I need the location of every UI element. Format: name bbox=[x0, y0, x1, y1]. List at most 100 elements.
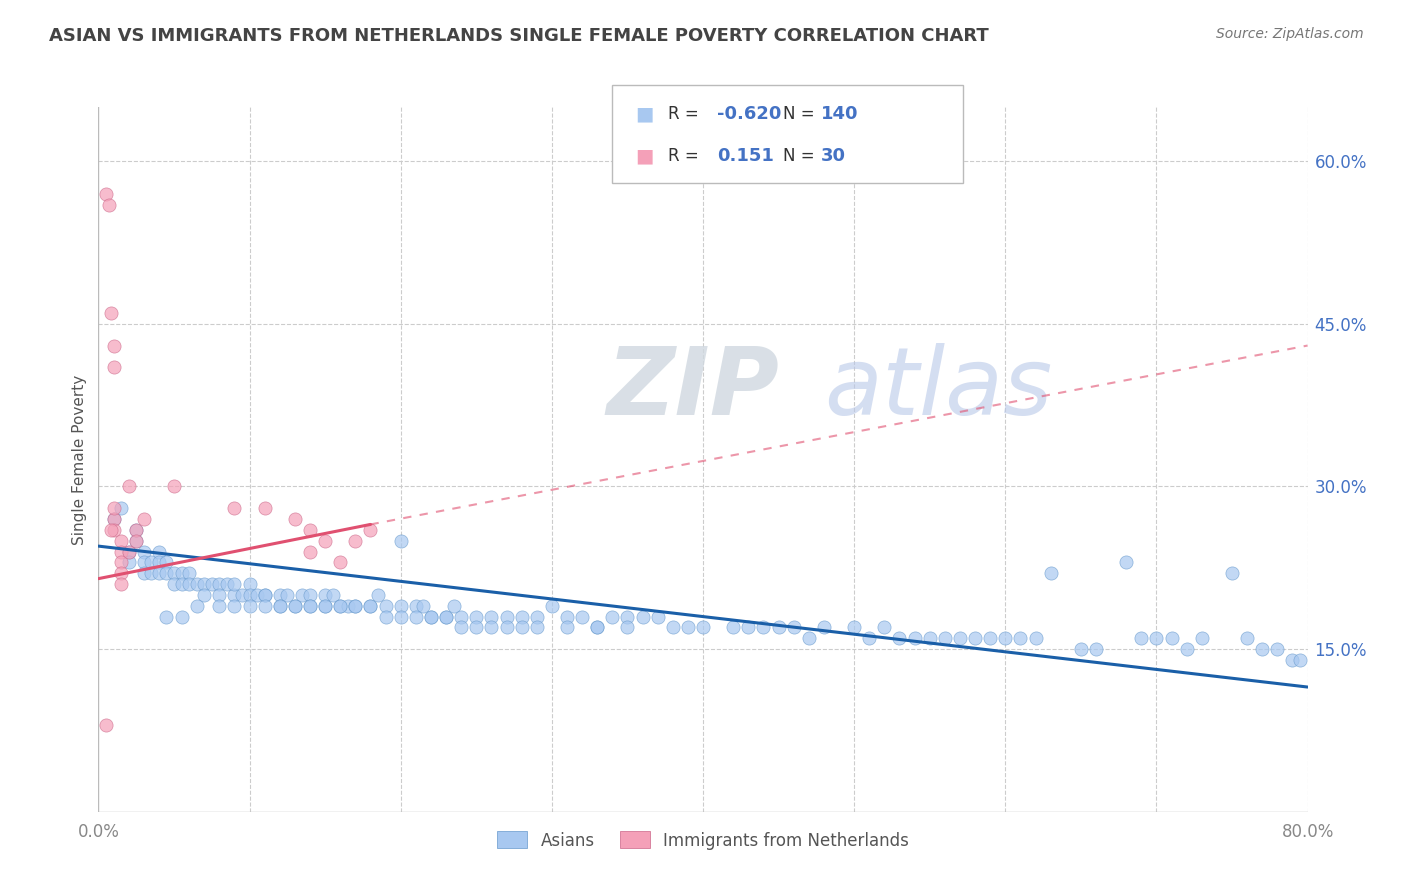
Point bbox=[797, 632, 820, 646]
Point bbox=[1251, 642, 1274, 657]
Point bbox=[314, 533, 336, 548]
Point bbox=[269, 588, 291, 602]
Point bbox=[1191, 632, 1213, 646]
Point bbox=[934, 632, 956, 646]
Point bbox=[141, 566, 163, 581]
Point bbox=[1175, 642, 1198, 657]
Point bbox=[239, 588, 262, 602]
Point bbox=[179, 577, 201, 591]
Point bbox=[510, 609, 533, 624]
Point bbox=[132, 544, 155, 558]
Point bbox=[224, 501, 246, 516]
Point bbox=[110, 566, 132, 581]
Point bbox=[768, 620, 790, 634]
Point bbox=[215, 577, 238, 591]
Point bbox=[434, 609, 457, 624]
Point bbox=[360, 599, 382, 613]
Text: 0.151: 0.151 bbox=[717, 147, 773, 165]
Legend: Asians, Immigrants from Netherlands: Asians, Immigrants from Netherlands bbox=[491, 825, 915, 856]
Point bbox=[246, 588, 269, 602]
Point bbox=[510, 620, 533, 634]
Point bbox=[1039, 566, 1062, 581]
Point bbox=[163, 566, 186, 581]
Point bbox=[208, 577, 231, 591]
Point bbox=[1085, 642, 1108, 657]
Point bbox=[412, 599, 434, 613]
Point bbox=[918, 632, 941, 646]
Point bbox=[1070, 642, 1092, 657]
Point bbox=[367, 588, 389, 602]
Point bbox=[1289, 653, 1312, 667]
Point bbox=[148, 544, 170, 558]
Point bbox=[661, 620, 683, 634]
Point bbox=[336, 599, 359, 613]
Point bbox=[141, 555, 163, 569]
Point bbox=[344, 533, 367, 548]
Point bbox=[103, 501, 125, 516]
Point bbox=[979, 632, 1001, 646]
Point bbox=[1144, 632, 1167, 646]
Point bbox=[103, 512, 125, 526]
Point bbox=[481, 609, 503, 624]
Point bbox=[965, 632, 987, 646]
Point bbox=[904, 632, 927, 646]
Point bbox=[148, 555, 170, 569]
Point bbox=[155, 555, 177, 569]
Text: ■: ■ bbox=[636, 146, 654, 166]
Point bbox=[148, 566, 170, 581]
Point bbox=[125, 533, 148, 548]
Point bbox=[322, 588, 344, 602]
Point bbox=[465, 609, 488, 624]
Point bbox=[555, 609, 578, 624]
Text: ASIAN VS IMMIGRANTS FROM NETHERLANDS SINGLE FEMALE POVERTY CORRELATION CHART: ASIAN VS IMMIGRANTS FROM NETHERLANDS SIN… bbox=[49, 27, 988, 45]
Point bbox=[231, 588, 253, 602]
Point bbox=[752, 620, 775, 634]
Point bbox=[616, 620, 638, 634]
Point bbox=[1010, 632, 1032, 646]
Point bbox=[692, 620, 714, 634]
Point bbox=[1267, 642, 1289, 657]
Point bbox=[1115, 555, 1137, 569]
Point bbox=[420, 609, 443, 624]
Point bbox=[103, 512, 125, 526]
Point bbox=[110, 577, 132, 591]
Point bbox=[118, 479, 141, 493]
Point bbox=[155, 609, 177, 624]
Point bbox=[616, 609, 638, 624]
Point bbox=[125, 523, 148, 537]
Text: R =: R = bbox=[668, 105, 704, 123]
Point bbox=[132, 566, 155, 581]
Point bbox=[1160, 632, 1182, 646]
Point bbox=[1220, 566, 1243, 581]
Point bbox=[284, 512, 307, 526]
Point bbox=[118, 544, 141, 558]
Point bbox=[224, 599, 246, 613]
Point bbox=[329, 555, 352, 569]
Point bbox=[360, 523, 382, 537]
Point bbox=[170, 566, 193, 581]
Point bbox=[540, 599, 562, 613]
Point bbox=[813, 620, 835, 634]
Text: N =: N = bbox=[783, 105, 820, 123]
Point bbox=[224, 577, 246, 591]
Point bbox=[253, 501, 276, 516]
Point bbox=[125, 533, 148, 548]
Point bbox=[783, 620, 806, 634]
Text: ZIP: ZIP bbox=[606, 343, 779, 435]
Point bbox=[443, 599, 465, 613]
Text: ■: ■ bbox=[636, 104, 654, 124]
Point bbox=[98, 197, 121, 211]
Point bbox=[132, 512, 155, 526]
Point bbox=[299, 588, 322, 602]
Text: N =: N = bbox=[783, 147, 820, 165]
Point bbox=[132, 555, 155, 569]
Text: -0.620: -0.620 bbox=[717, 105, 782, 123]
Point bbox=[103, 338, 125, 352]
Point bbox=[224, 588, 246, 602]
Point bbox=[314, 588, 336, 602]
Point bbox=[110, 533, 132, 548]
Point bbox=[239, 577, 262, 591]
Point bbox=[110, 544, 132, 558]
Text: 30: 30 bbox=[821, 147, 846, 165]
Point bbox=[208, 599, 231, 613]
